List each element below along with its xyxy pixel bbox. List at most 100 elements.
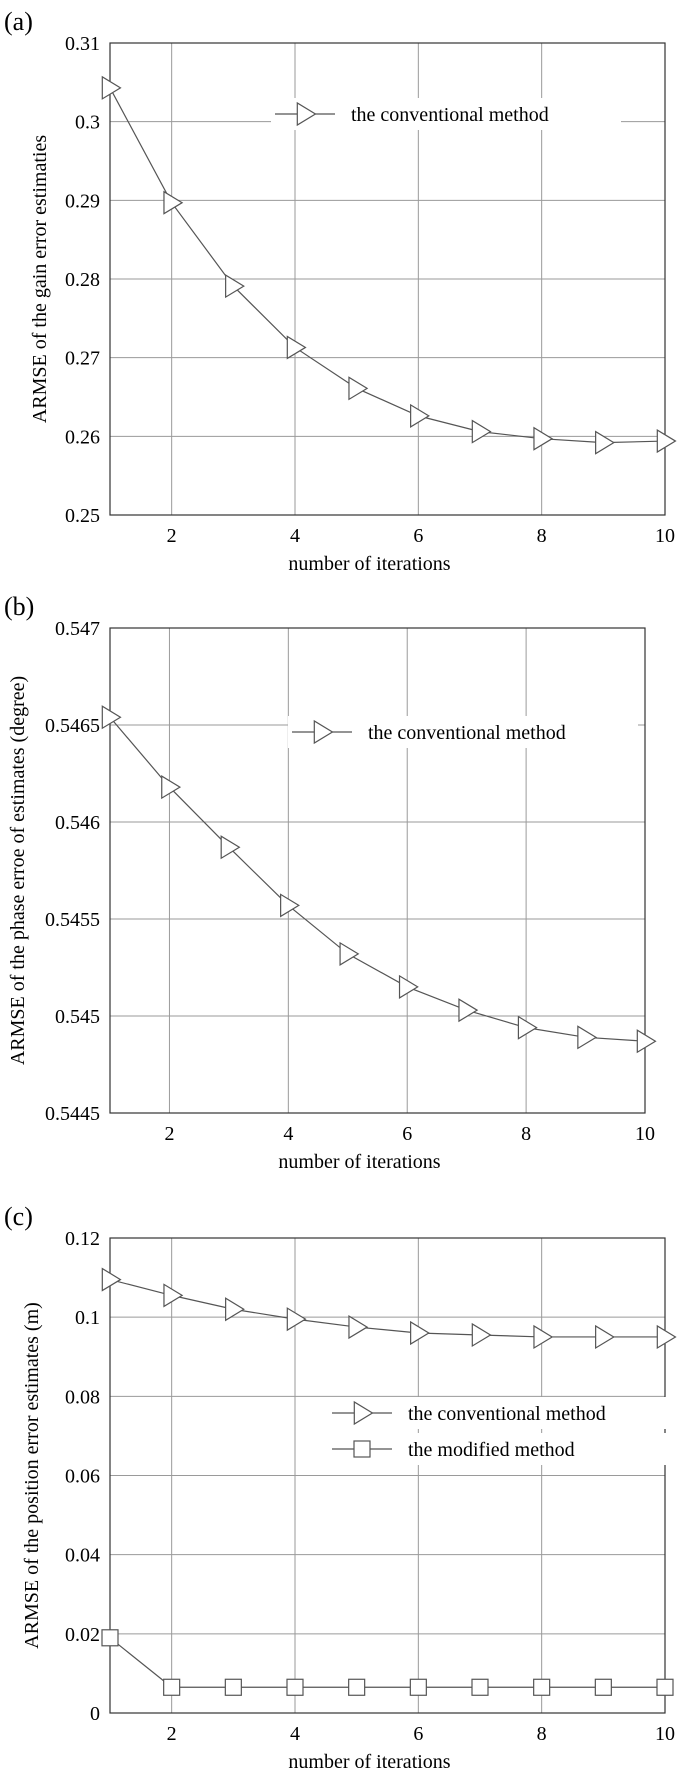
plot-frame <box>109 627 646 1114</box>
data-point-triangle <box>163 1283 184 1308</box>
data-point-triangle <box>533 426 554 451</box>
data-point-square <box>594 1678 612 1696</box>
series-line-1 <box>109 1278 665 1338</box>
x-tick-label: 4 <box>283 1123 293 1145</box>
data-point-triangle <box>101 1267 122 1292</box>
data-point-square <box>409 1678 427 1696</box>
data-point-triangle <box>471 1322 492 1348</box>
legend-marker-square <box>353 1440 371 1458</box>
data-point-triangle <box>163 190 184 215</box>
plot-frame <box>109 42 666 516</box>
plot-frame <box>109 1237 666 1714</box>
data-point-triangle <box>471 419 492 444</box>
y-tick-label: 0 <box>90 1703 100 1725</box>
legend-marker-triangle <box>353 1400 374 1426</box>
data-point-triangle <box>636 1029 657 1054</box>
series-line-2 <box>109 1637 665 1688</box>
data-point-triangle <box>225 1297 245 1322</box>
y-tick-label: 0.04 <box>65 1545 100 1567</box>
x-tick-label: 6 <box>402 1123 412 1145</box>
x-tick-label: 2 <box>167 1723 177 1745</box>
x-tick-label: 2 <box>164 1123 174 1145</box>
x-tick-label: 8 <box>537 1723 547 1745</box>
x-tick-label: 6 <box>413 1723 423 1745</box>
data-point-square <box>224 1678 242 1696</box>
data-point-triangle <box>348 1314 369 1340</box>
data-point-triangle <box>286 1307 307 1332</box>
x-axis-label: number of iterations <box>278 1151 440 1173</box>
y-tick-label: 0.27 <box>65 348 100 370</box>
x-axis-label: number of iterations <box>288 1751 450 1773</box>
data-point-triangle <box>161 775 182 800</box>
chart-panel-1: (a) 2 4 6 8 10 0.25 0.26 0.27 0.28 0.29 0.3 0.31 numb… <box>4 7 677 575</box>
y-tick-label: 0.26 <box>65 426 100 448</box>
y-tick-label: 0.28 <box>65 269 100 291</box>
data-point-square <box>533 1678 551 1696</box>
x-tick-label: 10 <box>655 1723 675 1745</box>
legend: the conventional method <box>288 716 638 748</box>
y-tick-label: 0.06 <box>65 1466 100 1488</box>
y-tick-label: 0.3 <box>75 112 100 134</box>
data-point-triangle <box>656 428 677 454</box>
y-tick-label: 0.547 <box>55 618 100 640</box>
data-point-square <box>286 1678 304 1696</box>
series-line-1 <box>109 716 646 1042</box>
data-point-triangle <box>398 974 419 999</box>
x-tick-label: 2 <box>167 525 177 547</box>
data-point-triangle <box>348 376 369 401</box>
y-tick-label: 0.25 <box>65 505 100 527</box>
data-point-square <box>163 1678 181 1696</box>
y-tick-label: 0.5445 <box>45 1103 100 1125</box>
data-point-triangle <box>577 1025 598 1050</box>
x-tick-label: 4 <box>290 1723 300 1745</box>
data-point-triangle <box>656 1324 677 1350</box>
legend-marker-triangle <box>296 101 317 127</box>
legend-marker-triangle <box>313 719 334 745</box>
y-tick-label: 0.12 <box>65 1228 100 1250</box>
y-axis-label: ARMSE of the gain error estimaties <box>29 135 51 423</box>
x-tick-label: 10 <box>655 525 675 547</box>
y-axis-label: ARMSE of the phase erroe of estimates (d… <box>7 676 29 1065</box>
data-point-triangle <box>410 403 430 428</box>
legend: the conventional method <box>271 98 621 130</box>
y-tick-label: 0.1 <box>75 1307 100 1329</box>
data-point-triangle <box>458 998 479 1023</box>
y-tick-label: 0.31 <box>65 33 100 55</box>
x-tick-label: 4 <box>290 525 300 547</box>
x-tick-label: 8 <box>521 1123 531 1145</box>
data-point-triangle <box>410 1320 430 1346</box>
y-tick-label: 0.545 <box>55 1006 100 1028</box>
data-point-square <box>656 1678 674 1696</box>
series-line-1 <box>109 87 666 444</box>
panel-label: (b) <box>4 592 34 621</box>
data-point-triangle <box>517 1015 538 1040</box>
legend-label: the modified method <box>408 1439 575 1461</box>
data-point-triangle <box>101 705 122 730</box>
y-tick-label: 0.29 <box>65 190 100 212</box>
data-point-triangle <box>101 75 122 100</box>
y-tick-label: 0.08 <box>65 1386 100 1408</box>
x-tick-label: 10 <box>635 1123 655 1145</box>
legend-label: the conventional method <box>368 722 566 744</box>
data-point-triangle <box>533 1324 554 1350</box>
data-point-triangle <box>225 274 245 299</box>
x-tick-label: 6 <box>413 525 423 547</box>
chart-panel-3: (c) 2 4 6 8 10 0 0.02 0.04 0.06 0.08 0.1 0.12 number … <box>4 1202 677 1773</box>
y-tick-label: 0.546 <box>55 812 100 834</box>
data-point-triangle <box>595 1324 615 1350</box>
legend-label: the conventional method <box>408 1403 606 1425</box>
data-point-triangle <box>286 335 307 360</box>
panel-label: (a) <box>4 7 33 36</box>
data-point-triangle <box>280 893 300 918</box>
x-axis-label: number of iterations <box>288 553 450 575</box>
y-axis-label: ARMSE of the position error estimates (m… <box>21 1302 43 1649</box>
chart-panel-2: (b) 2 4 6 8 10 0.5445 0.545 0.5455 0.546 0.5465 0.5… <box>4 592 657 1173</box>
panel-label: (c) <box>4 1202 33 1231</box>
y-tick-label: 0.5465 <box>45 715 100 737</box>
legend: the conventional method the modified meth… <box>328 1397 668 1465</box>
x-tick-label: 8 <box>537 525 547 547</box>
data-point-triangle <box>595 430 615 455</box>
data-point-triangle <box>339 941 360 966</box>
data-point-square <box>471 1678 489 1696</box>
